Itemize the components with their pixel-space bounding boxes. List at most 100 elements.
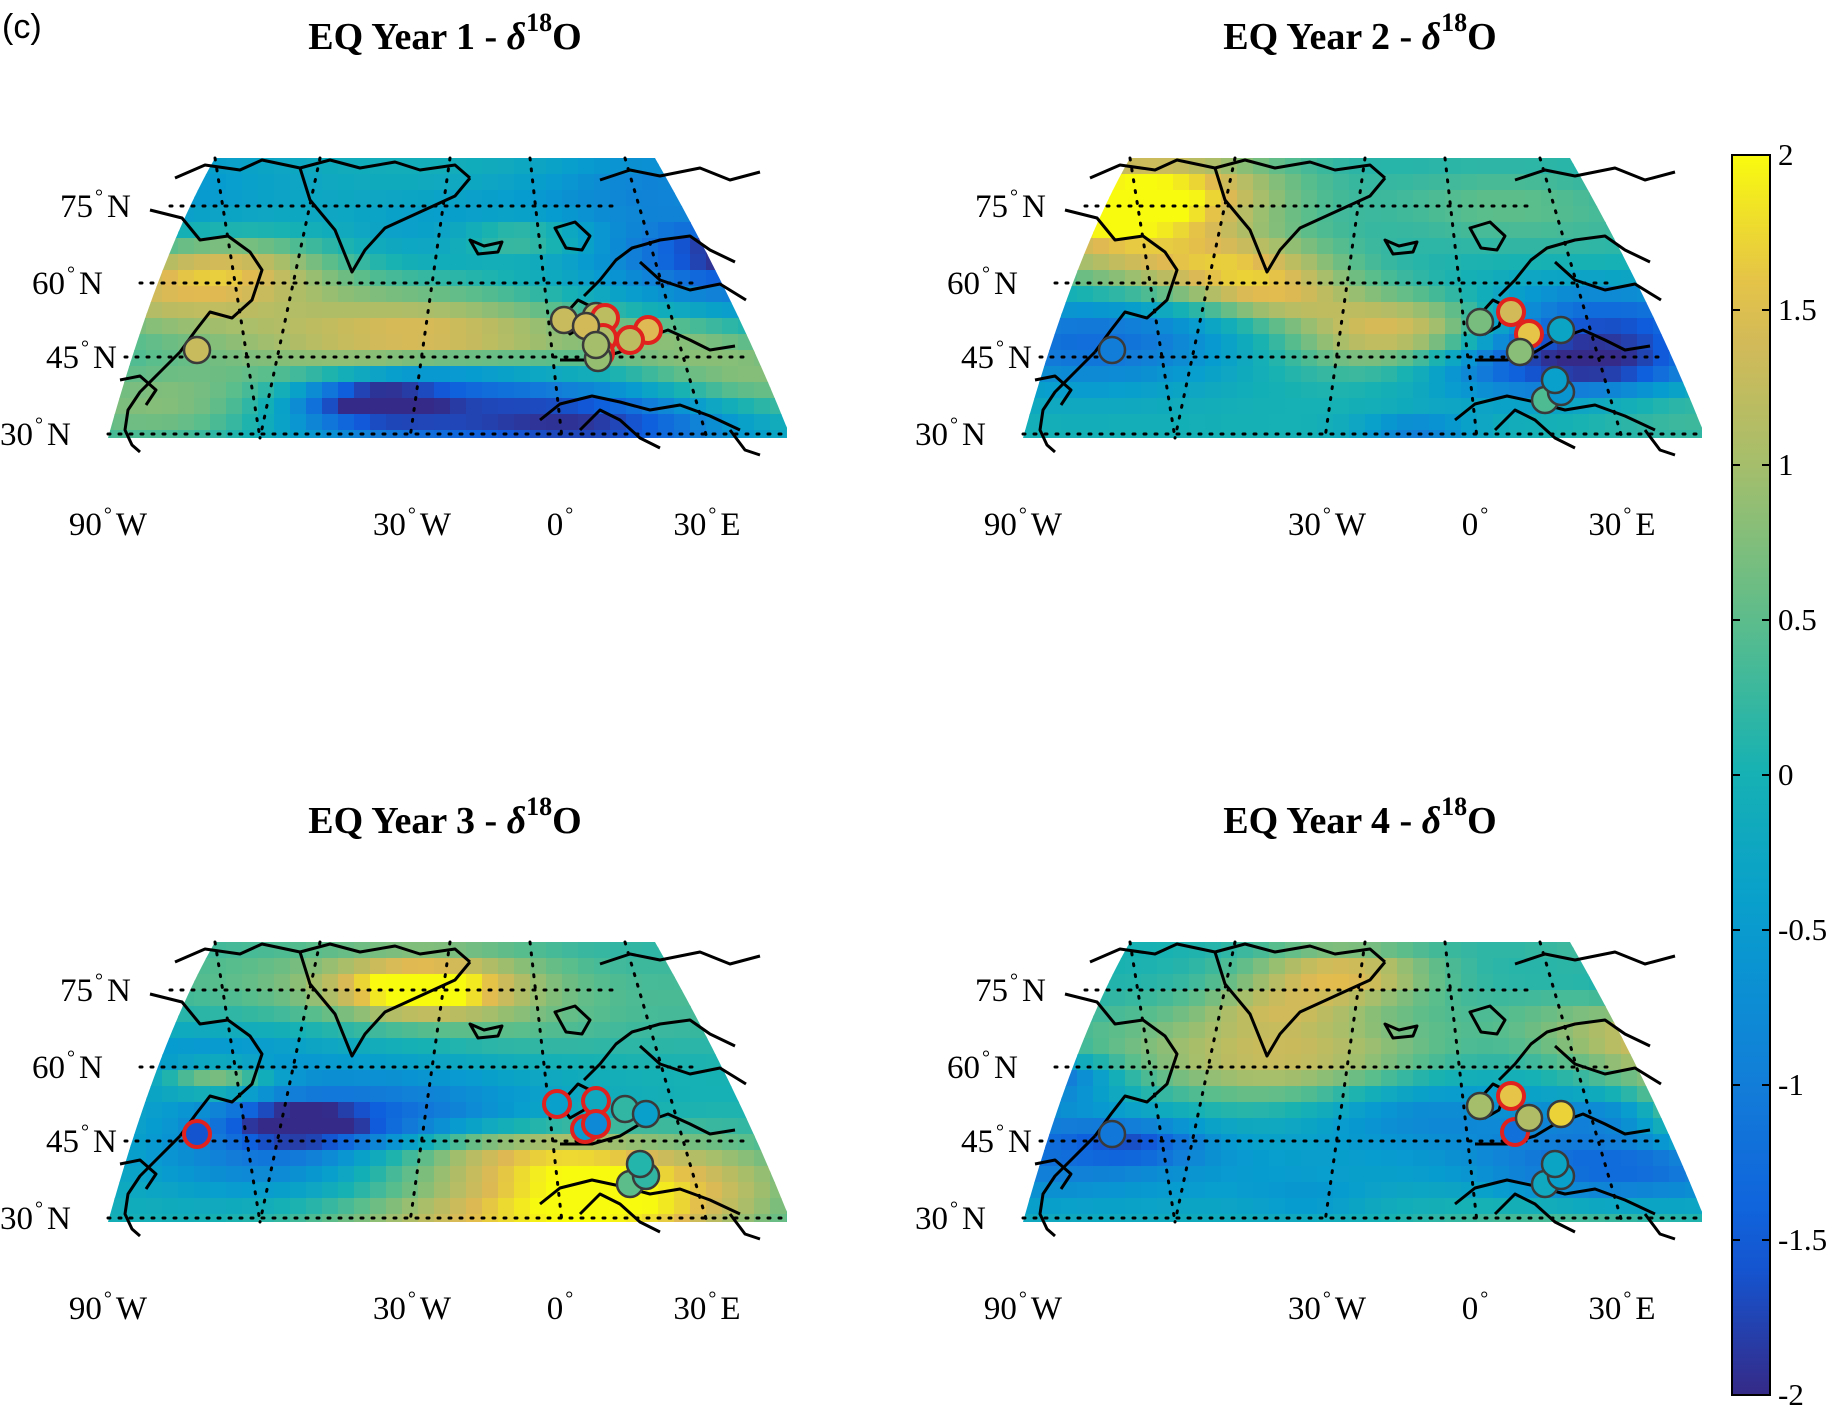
station-marker: [625, 1149, 655, 1179]
coast-segment: [1497, 234, 1651, 298]
station-marker: [1546, 315, 1576, 345]
degree-sign: °: [982, 1047, 990, 1069]
coast-segment: [1089, 158, 1386, 180]
lon-hemisphere: W: [115, 1291, 148, 1327]
title-delta: δ: [506, 800, 527, 842]
coast-segment: [1038, 350, 1097, 454]
lon-label: 90 ° W: [69, 504, 147, 544]
lat-hemisphere: N: [107, 189, 131, 225]
coast-segment: [1034, 374, 1073, 406]
lat-value: 30: [0, 417, 33, 453]
lat-value: 30: [915, 1201, 948, 1237]
degree-sign: °: [81, 1121, 89, 1143]
degree-sign: °: [1322, 1288, 1331, 1310]
lon-value: 0: [1461, 1291, 1479, 1327]
coast-segment: [728, 429, 761, 457]
meridian-line: [1443, 156, 1479, 440]
lat-value: 75: [60, 189, 93, 225]
title-isotope: 18: [1441, 792, 1468, 821]
meridian-line: [1128, 940, 1177, 1224]
meridian-line: [258, 940, 322, 1224]
colorbar-tick-label: -2: [1778, 1377, 1804, 1412]
lon-value: 30: [1588, 507, 1622, 543]
lon-label: 30 ° E: [1588, 504, 1655, 544]
title-isotope: 18: [526, 792, 553, 821]
degree-sign: °: [1480, 504, 1489, 526]
coast-segment: [123, 1134, 182, 1238]
coast-segment: [468, 1022, 504, 1040]
lat-hemisphere: N: [47, 1201, 71, 1237]
lon-hemisphere: E: [720, 507, 741, 543]
meridian-line: [1538, 940, 1624, 1224]
coast-segment: [119, 374, 158, 406]
coast-segment: [578, 1192, 661, 1234]
coast-segment: [1089, 942, 1386, 964]
coast-segment: [1034, 1158, 1073, 1190]
meridian-line: [1173, 156, 1237, 440]
lon-label: 0 °: [1462, 504, 1493, 544]
meridian-line: [1128, 156, 1177, 440]
coast-segment: [1493, 408, 1576, 450]
lon-value: 30: [1588, 1291, 1622, 1327]
station-markers: [182, 1086, 661, 1199]
coast-segment: [638, 1044, 747, 1086]
lon-value: 30: [372, 1291, 406, 1327]
coast-segment: [578, 408, 661, 450]
degree-sign: °: [982, 263, 990, 285]
degree-sign: °: [1010, 970, 1018, 992]
coast-segment: [599, 166, 761, 182]
meridian-line: [213, 156, 262, 440]
degree-sign: °: [95, 186, 103, 208]
field-layer: [108, 942, 787, 1222]
station-markers: [1097, 297, 1576, 415]
colorbar-tick-label: 1.5: [1778, 292, 1817, 327]
lon-value: 90: [68, 507, 102, 543]
station-marker: [1514, 1103, 1544, 1133]
degree-sign: °: [565, 504, 574, 526]
station-marker: [182, 335, 212, 365]
map-panel-3: [106, 940, 789, 1241]
lat-value: 45: [46, 1124, 79, 1160]
map-panel-4: [1021, 940, 1704, 1241]
coast-segment: [728, 1213, 761, 1241]
station-markers: [1097, 1081, 1576, 1199]
station-marker: [631, 1099, 661, 1129]
meridian-line: [1323, 156, 1367, 440]
colorbar-tick-label: -1: [1778, 1067, 1804, 1102]
meridian-line: [213, 940, 262, 1224]
degree-sign: °: [1018, 1288, 1027, 1310]
lat-value: 60: [947, 1050, 980, 1086]
coast-segment: [468, 238, 504, 256]
lat-hemisphere: N: [994, 266, 1018, 302]
coast-segment: [174, 942, 471, 964]
degree-sign: °: [950, 414, 958, 436]
lat-hemisphere: N: [79, 266, 103, 302]
lat-label: 75 ° N: [975, 970, 1046, 1010]
meridian-line: [408, 940, 452, 1224]
lat-label: 75 ° N: [60, 186, 131, 226]
lon-label: 90 ° W: [69, 1288, 147, 1328]
coast-segment: [553, 1004, 592, 1036]
lon-hemisphere: W: [1030, 507, 1063, 543]
colorbar-tick-label: 2: [1778, 137, 1794, 172]
lon-label: 0 °: [1462, 1288, 1493, 1328]
map-title: EQ Year 3 - δ18O: [308, 792, 581, 843]
coast-segment: [582, 234, 736, 298]
title-element: O: [552, 800, 582, 842]
lon-label: 0 °: [547, 504, 578, 544]
station-marker: [1097, 1119, 1127, 1149]
title-element: O: [552, 16, 582, 58]
coast-segment: [1643, 429, 1676, 457]
meridian-line: [623, 940, 709, 1224]
lat-label: 75 ° N: [975, 186, 1046, 226]
map-title: EQ Year 1 - δ18O: [308, 8, 581, 59]
station-marker: [1465, 1091, 1495, 1121]
degree-sign: °: [35, 414, 43, 436]
degree-sign: °: [1623, 1288, 1632, 1310]
lon-value: 30: [673, 1291, 707, 1327]
colorbar-tick-label: 0.5: [1778, 602, 1817, 637]
station-marker: [1097, 335, 1127, 365]
lon-value: 30: [1287, 1291, 1321, 1327]
lon-value: 30: [1287, 507, 1321, 543]
